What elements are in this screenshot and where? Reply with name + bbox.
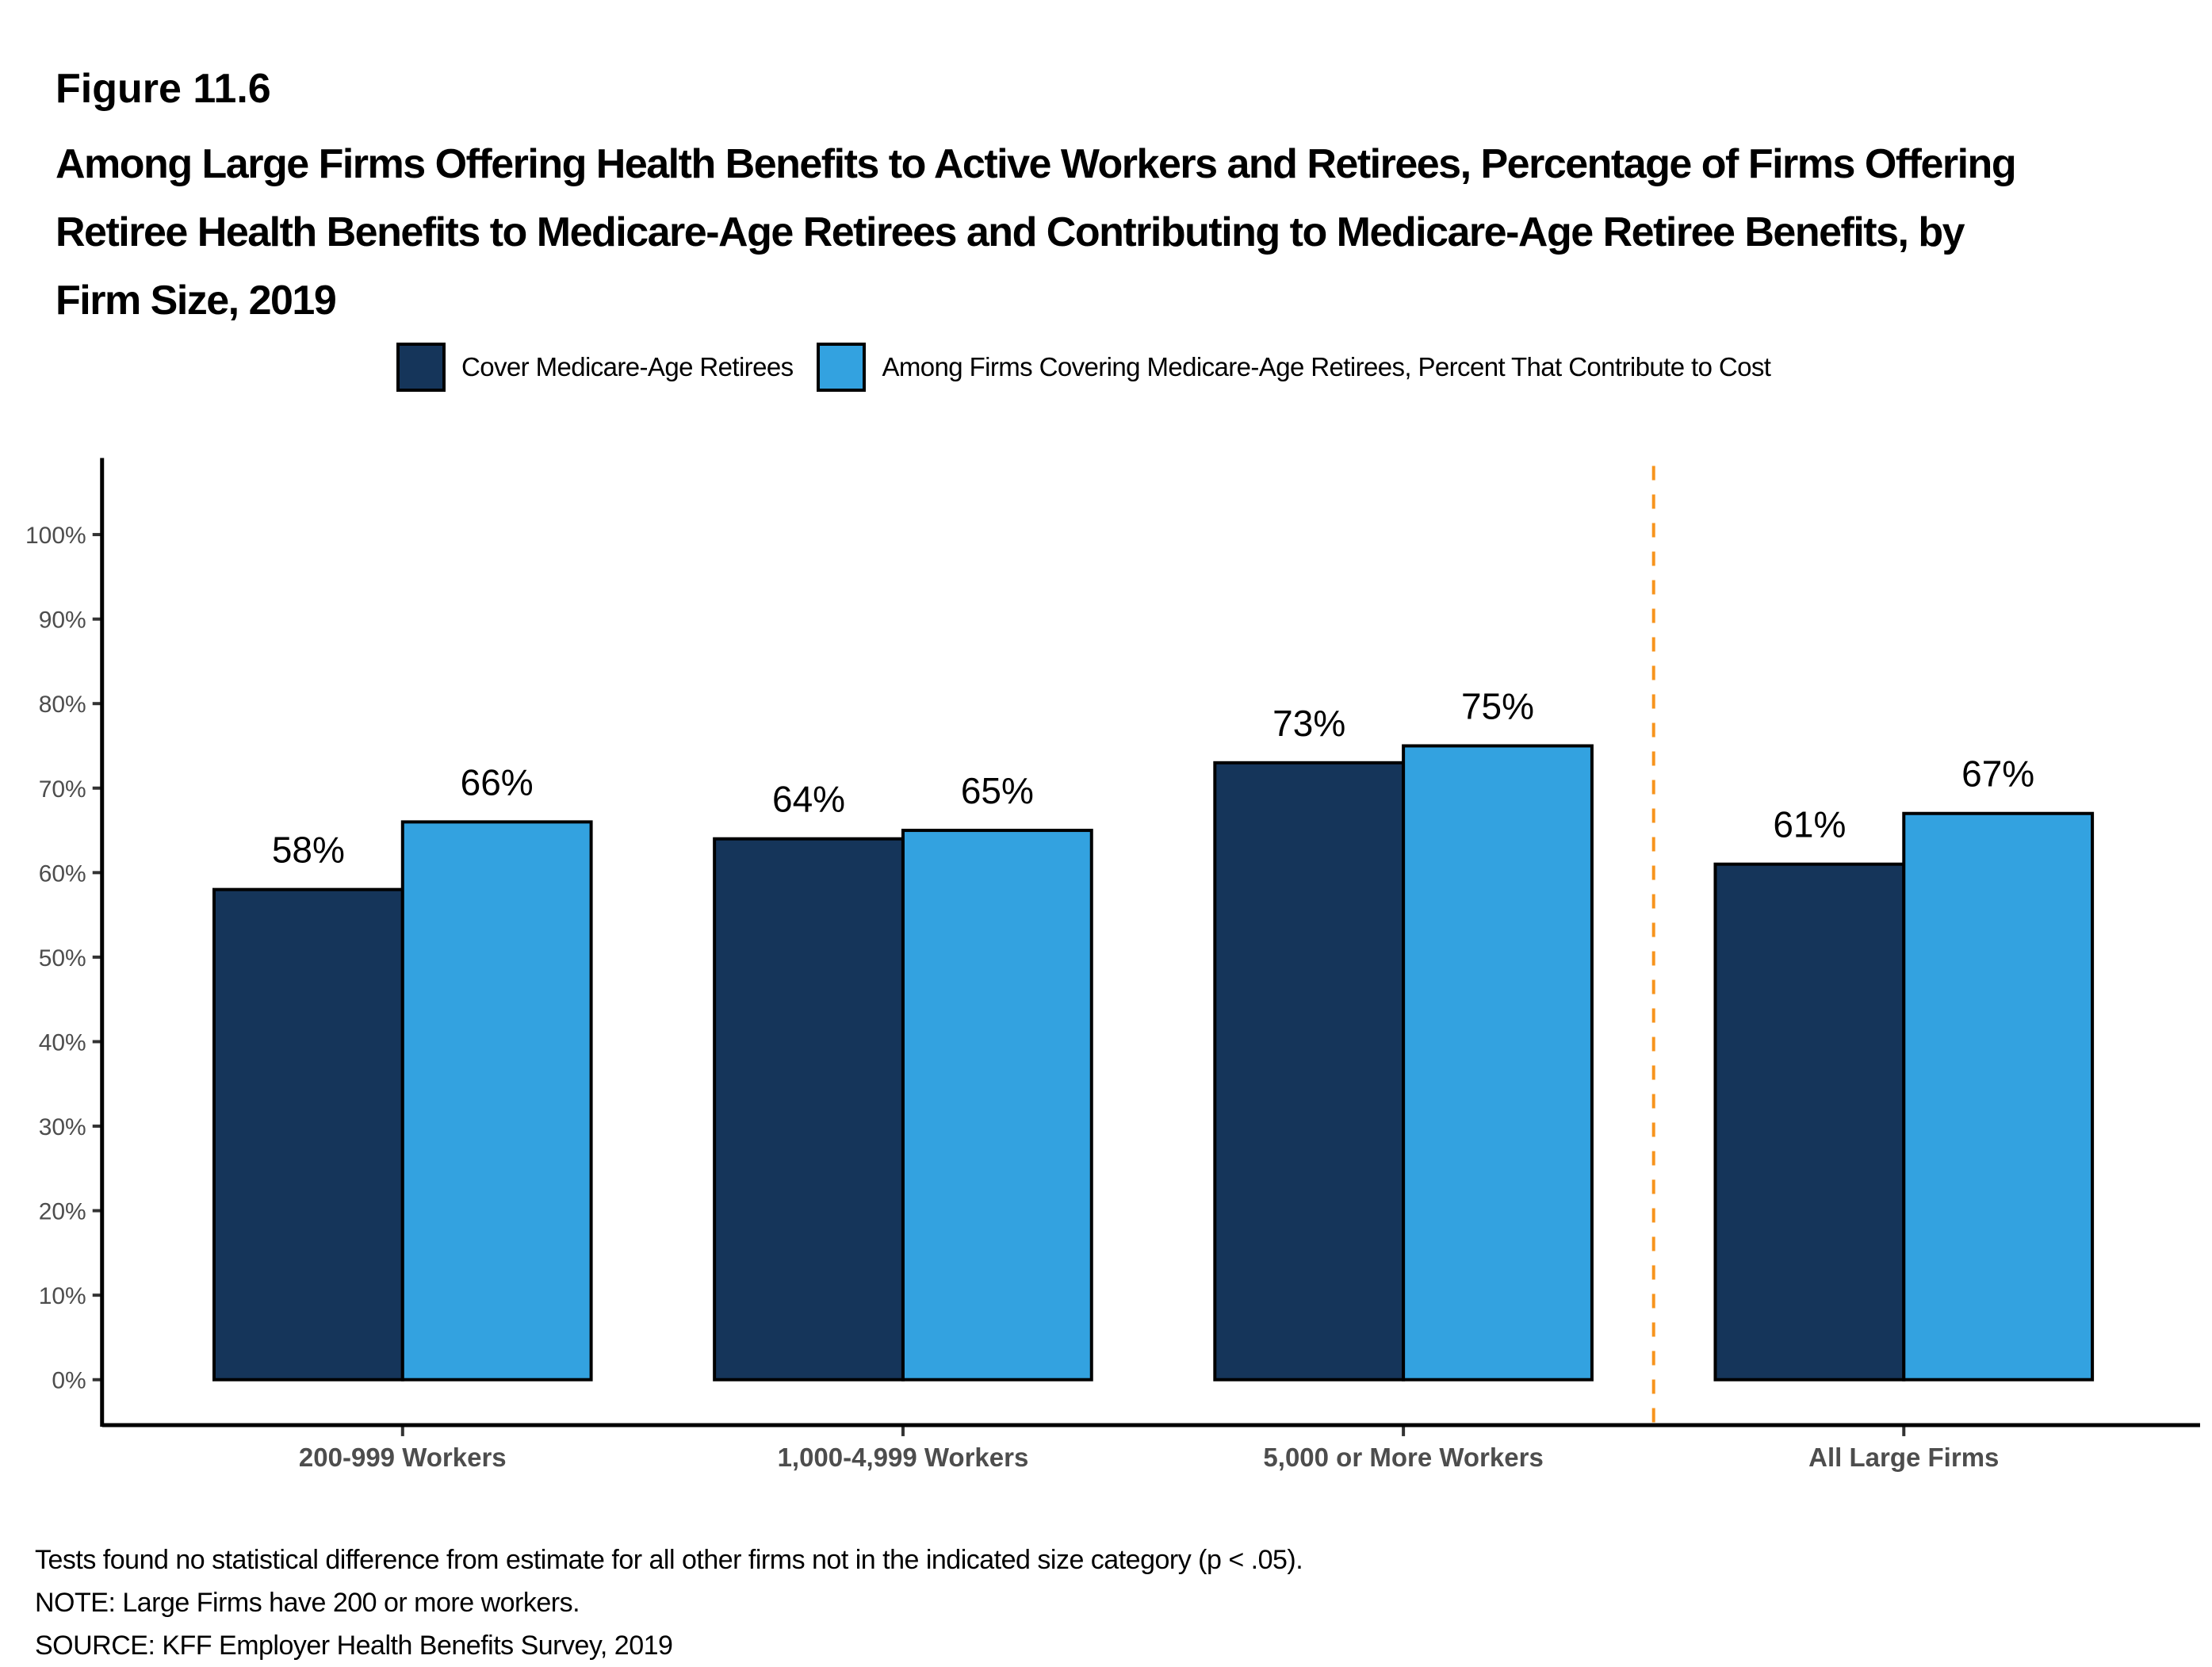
legend-label-series-1: Cover Medicare-Age Retirees [461, 352, 794, 381]
y-tick-label: 20% [39, 1199, 86, 1225]
y-tick-label: 50% [39, 945, 86, 971]
y-tick-label: 40% [39, 1029, 86, 1056]
y-tick-label: 100% [25, 523, 86, 549]
bar-2-3 [1402, 744, 1594, 1382]
bar-1-4 [1713, 862, 1906, 1382]
x-category-label: 5,000 or More Workers [1263, 1443, 1543, 1472]
x-category-label: All Large Firms [1808, 1443, 1999, 1472]
data-label: 67% [1961, 753, 2034, 795]
legend-swatch-series-2 [817, 343, 867, 392]
figure-label: Figure 11.6 [55, 66, 271, 112]
data-label: 64% [772, 779, 845, 820]
data-label: 58% [272, 830, 345, 871]
y-tick-label: 60% [39, 860, 86, 887]
data-label: 66% [461, 761, 534, 803]
data-label: 73% [1272, 703, 1345, 744]
footnote-stat-test: Tests found no statistical difference fr… [35, 1545, 1303, 1575]
legend-swatch-series-1 [396, 343, 446, 392]
data-label: 75% [1461, 685, 1534, 726]
legend-item-series-2: Among Firms Covering Medicare-Age Retire… [817, 343, 1771, 392]
footnote-note: NOTE: Large Firms have 200 or more worke… [35, 1588, 580, 1618]
y-tick-label: 10% [39, 1283, 86, 1309]
bar-2-4 [1902, 811, 2095, 1382]
data-label: 61% [1773, 804, 1846, 845]
y-tick-label: 90% [39, 607, 86, 634]
data-label: 65% [961, 770, 1034, 811]
bar-2-1 [400, 820, 593, 1382]
bar-chart: 0% 10% 20% 30% 40% 50% 60% 70% 80% 90% 100% 58% 66% 2… [25, 458, 2200, 1472]
x-category-label: 200-999 Workers [299, 1443, 507, 1472]
figure-title: Among Large Firms Offering Health Benefi… [55, 141, 2017, 324]
bar-1-1 [212, 887, 404, 1382]
footnote-source: SOURCE: KFF Employer Health Benefits Sur… [35, 1631, 673, 1661]
y-tick-label: 80% [39, 692, 86, 718]
bar-1-2 [713, 837, 905, 1382]
y-tick-label: 30% [39, 1114, 86, 1140]
x-category-label: 1,000-4,999 Workers [778, 1443, 1029, 1472]
bar-1-3 [1213, 761, 1406, 1382]
y-tick-label: 70% [39, 776, 86, 803]
bar-2-2 [901, 829, 1093, 1382]
y-tick-label: 0% [52, 1368, 86, 1394]
legend-item-series-1: Cover Medicare-Age Retirees [396, 343, 794, 392]
legend-label-series-2: Among Firms Covering Medicare-Age Retire… [882, 352, 1771, 381]
legend: Cover Medicare-Age Retirees Among Firms … [396, 343, 1794, 392]
footnotes: Tests found no statistical difference fr… [35, 1539, 1303, 1667]
